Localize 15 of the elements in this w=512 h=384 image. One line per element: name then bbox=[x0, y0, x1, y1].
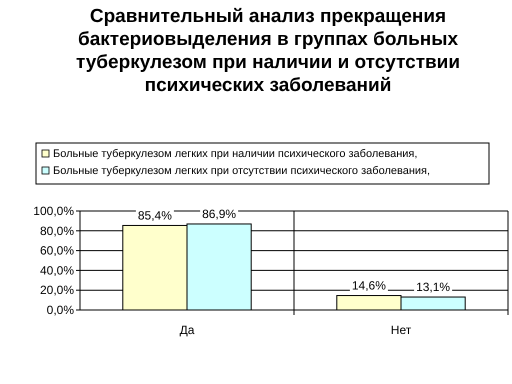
chart-title: Сравнительный анализ прекращения бактериовыделения в группах больных туберкулезом при наличии и отсутствии психических заболеваний bbox=[76, 6, 460, 96]
y-tick-label: 100,0% bbox=[33, 204, 74, 218]
y-tick-label: 20,0% bbox=[40, 283, 74, 298]
data-label: 85,4% bbox=[138, 208, 172, 222]
legend-label: Больные туберкулезом легких при отсутствии психического заболевания, bbox=[53, 165, 430, 177]
y-tick-label: 0,0% bbox=[46, 303, 74, 317]
data-label: 14,6% bbox=[352, 278, 386, 293]
data-label: 13,1% bbox=[416, 280, 450, 294]
data-label: 86,9% bbox=[202, 206, 236, 221]
x-tick-label: Нет bbox=[390, 323, 412, 337]
legend-label: Больные туберкулезом легких при наличии психического заболевания, bbox=[53, 148, 418, 160]
y-tick-label: 40,0% bbox=[40, 263, 74, 278]
x-tick-label: Да bbox=[180, 323, 195, 337]
y-tick-label: 60,0% bbox=[40, 244, 74, 258]
y-tick-label: 80,0% bbox=[40, 224, 74, 238]
